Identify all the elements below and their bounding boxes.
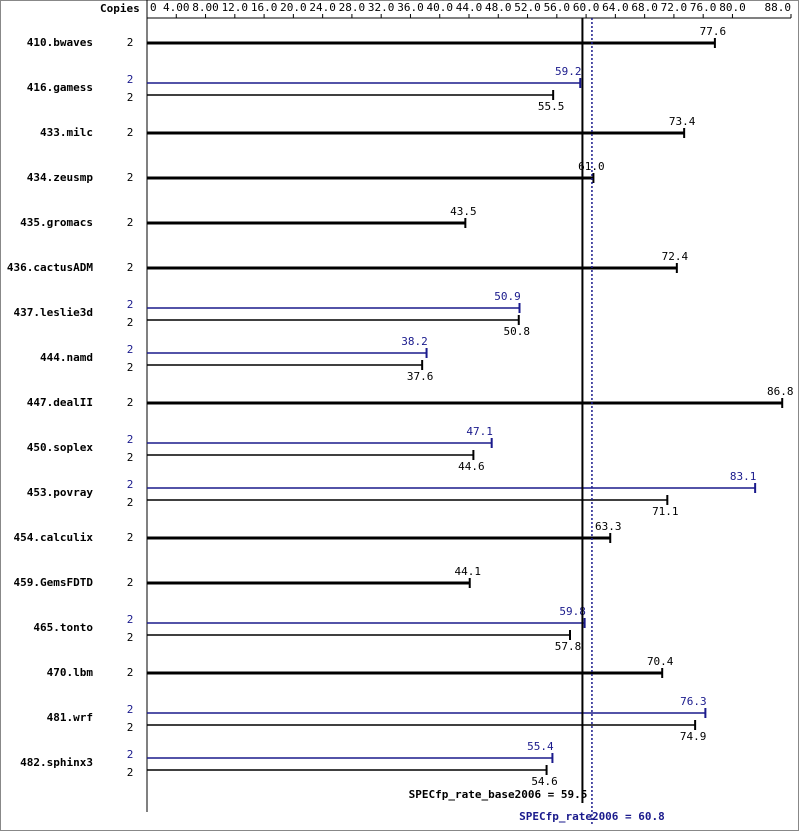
benchmark-name: 470.lbm [47,666,94,679]
copies: 2 [127,451,134,464]
value-label: 44.6 [458,460,485,473]
benchmark-name: 450.soplex [27,441,94,454]
value-label: 73.4 [669,115,696,128]
copies: 2 [127,631,134,644]
value-label: 70.4 [647,655,674,668]
benchmark-name: 454.calculix [14,531,94,544]
copies: 2 [127,91,134,104]
copies: 2 [127,361,134,374]
value-label: 72.4 [662,250,689,263]
copies: 2 [127,576,134,589]
x-tick-label: 88.0 [765,1,792,14]
value-label: 50.8 [504,325,531,338]
x-tick-label: 12.0 [222,1,249,14]
x-tick-label: 40.0 [426,1,453,14]
benchmark-name: 482.sphinx3 [20,756,93,769]
copies: 2 [127,496,134,509]
x-tick-label: 4.00 [163,1,190,14]
x-tick-label: 44.0 [456,1,483,14]
value-label: 71.1 [652,505,679,518]
copies: 2 [127,433,134,446]
benchmark-name: 459.GemsFDTD [14,576,94,589]
copies: 2 [127,73,134,86]
x-tick-label: 20.0 [280,1,307,14]
copies: 2 [127,478,134,491]
benchmark-name: 434.zeusmp [27,171,94,184]
value-label: 76.3 [680,695,707,708]
reference-label: SPECfp_rate2006 = 60.8 [519,810,665,823]
x-tick-label: 68.0 [631,1,658,14]
x-tick-label: 8.00 [192,1,219,14]
value-label: 37.6 [407,370,434,383]
copies: 2 [127,531,134,544]
x-tick-label: 60.0 [573,1,600,14]
x-tick-label: 64.0 [602,1,629,14]
x-tick-label: 28.0 [339,1,366,14]
benchmark-name: 447.dealII [27,396,93,409]
copies: 2 [127,216,134,229]
benchmark-name: 436.cactusADM [7,261,93,274]
benchmark-name: 453.povray [27,486,94,499]
copies: 2 [127,703,134,716]
copies: 2 [127,666,134,679]
x-tick-label: 16.0 [251,1,278,14]
value-label: 44.1 [454,565,481,578]
x-tick-label: 0 [150,1,157,14]
value-label: 43.5 [450,205,477,218]
copies: 2 [127,721,134,734]
benchmark-name: 433.milc [40,126,93,139]
value-label: 83.1 [730,470,757,483]
value-label: 55.5 [538,100,565,113]
copies: 2 [127,343,134,356]
value-label: 77.6 [700,25,727,38]
copies: 2 [127,298,134,311]
value-label: 57.8 [555,640,582,653]
x-tick-label: 80.0 [719,1,746,14]
copies: 2 [127,396,134,409]
x-tick-label: 76.0 [690,1,717,14]
value-label: 86.8 [767,385,794,398]
copies: 2 [127,171,134,184]
x-tick-label: 32.0 [368,1,395,14]
benchmark-name: 465.tonto [33,621,93,634]
value-label: 55.4 [527,740,554,753]
benchmark-name: 437.leslie3d [14,306,93,319]
value-label: 74.9 [680,730,707,743]
copies: 2 [127,613,134,626]
copies: 2 [127,766,134,779]
x-tick-label: 36.0 [397,1,424,14]
copies: 2 [127,316,134,329]
x-tick-label: 72.0 [661,1,688,14]
reference-label: SPECfp_rate_base2006 = 59.5 [409,788,588,801]
benchmark-name: 481.wrf [47,711,93,724]
benchmark-name: 410.bwaves [27,36,93,49]
value-label: 38.2 [401,335,428,348]
value-label: 59.2 [555,65,582,78]
copies: 2 [127,261,134,274]
x-tick-label: 56.0 [544,1,571,14]
benchmark-name: 416.gamess [27,81,93,94]
value-label: 59.8 [559,605,586,618]
value-label: 54.6 [531,775,558,788]
copies: 2 [127,748,134,761]
x-tick-label: 24.0 [309,1,336,14]
value-label: 63.3 [595,520,622,533]
benchmark-name: 444.namd [40,351,93,364]
x-tick-label: 48.0 [485,1,512,14]
value-label: 50.9 [494,290,521,303]
copies: 2 [127,36,134,49]
copies: 2 [127,126,134,139]
copies-header: Copies [100,2,140,15]
x-tick-label: 52.0 [514,1,541,14]
value-label: 47.1 [466,425,493,438]
benchmark-name: 435.gromacs [20,216,93,229]
